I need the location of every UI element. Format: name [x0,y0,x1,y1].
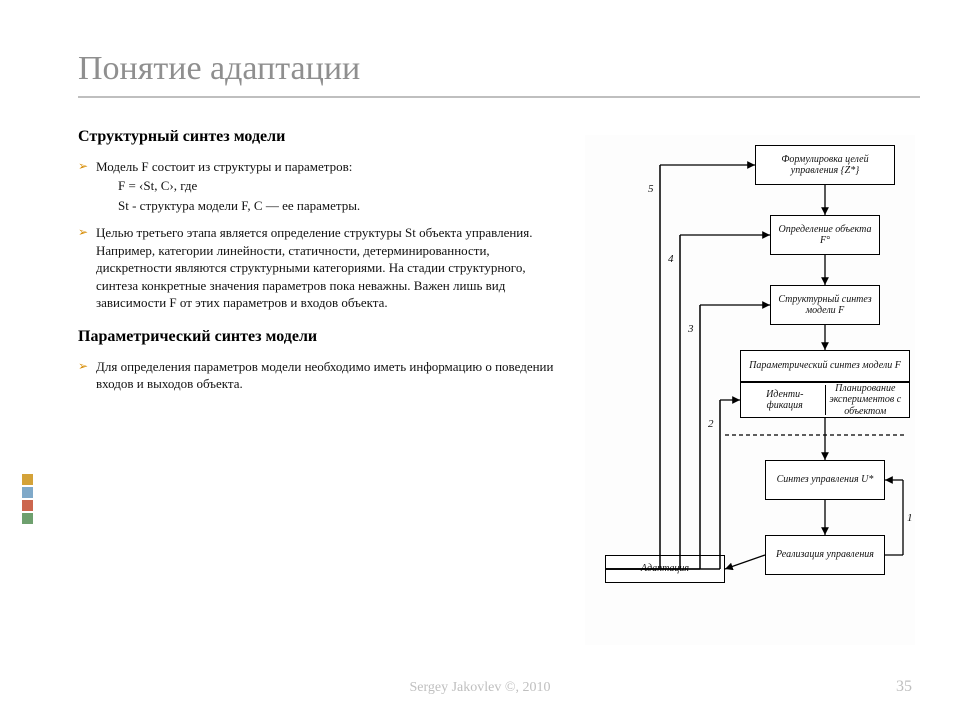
flow-node-n7: Реализация управления [765,535,885,575]
flow-node-n4: Параметрический синтез модели F [740,350,910,382]
footer-author: Sergey Jakovlev ©, 2010 [0,680,960,696]
heading-parametric: Параметрический синтез модели [78,326,558,348]
color-tab [22,500,33,511]
heading-structural: Структурный синтез модели [78,126,558,148]
formula-line-1: F = ‹St, C›, где [96,177,558,195]
flow-node-n6: Синтез управления U* [765,460,885,500]
edge-label: 5 [648,183,654,195]
flow-node-n2: Определение объекта F° [770,215,880,255]
bullet-model-f: Модель F состоит из структуры и параметр… [78,158,558,215]
page-number: 35 [896,678,912,696]
edge-label: 4 [668,253,674,265]
text-content: Структурный синтез модели Модель F состо… [78,120,558,407]
color-tab [22,474,33,485]
flow-node-n5: Иденти- фикацияПланирование эксперименто… [740,382,910,418]
color-tab [22,487,33,498]
bullet-parametric: Для определения параметров модели необхо… [78,358,558,393]
slide-title: Понятие адаптации [78,50,920,98]
edge-label: 3 [688,323,694,335]
flowchart: Формулировка целей управления {Z*} Опреде… [585,135,915,645]
flow-node-n8: Адаптация [605,555,725,583]
bullet-stage3: Целью третьего этапа является определени… [78,224,558,312]
edge-label: 2 [708,418,714,430]
edge-label: 1 [907,512,913,524]
flow-node-n3: Структурный синтез модели F [770,285,880,325]
flow-node-n1: Формулировка целей управления {Z*} [755,145,895,185]
formula-line-2: St - структура модели F, C — ее параметр… [96,197,558,215]
color-tabs [22,474,33,526]
color-tab [22,513,33,524]
